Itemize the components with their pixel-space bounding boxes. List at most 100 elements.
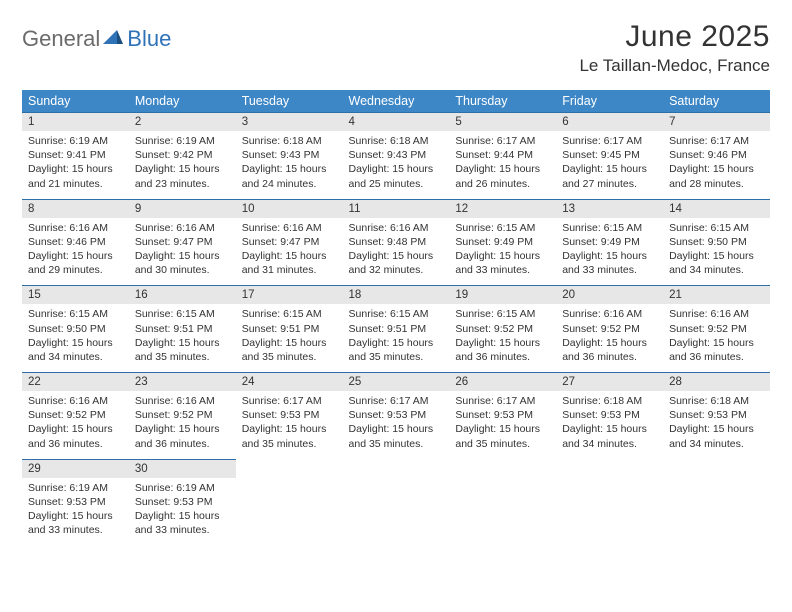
week-row: 22Sunrise: 6:16 AMSunset: 9:52 PMDayligh… [22,372,770,459]
day-number: 13 [556,199,663,218]
day-cell: 27Sunrise: 6:18 AMSunset: 9:53 PMDayligh… [556,372,663,459]
day-cell [449,459,556,546]
logo: General Blue [22,26,171,52]
day-body: Sunrise: 6:16 AMSunset: 9:52 PMDaylight:… [663,304,770,372]
day-number: 9 [129,199,236,218]
day-number: 19 [449,285,556,304]
day-cell: 15Sunrise: 6:15 AMSunset: 9:50 PMDayligh… [22,285,129,372]
logo-text-general: General [22,26,100,52]
day-body: Sunrise: 6:18 AMSunset: 9:43 PMDaylight:… [236,131,343,199]
day-body: Sunrise: 6:19 AMSunset: 9:53 PMDaylight:… [22,478,129,546]
day-body: Sunrise: 6:18 AMSunset: 9:43 PMDaylight:… [343,131,450,199]
day-number: 8 [22,199,129,218]
dow-header: Saturday [663,90,770,112]
day-cell: 18Sunrise: 6:15 AMSunset: 9:51 PMDayligh… [343,285,450,372]
day-body: Sunrise: 6:17 AMSunset: 9:53 PMDaylight:… [449,391,556,459]
day-cell: 26Sunrise: 6:17 AMSunset: 9:53 PMDayligh… [449,372,556,459]
day-number: 2 [129,112,236,131]
day-body: Sunrise: 6:17 AMSunset: 9:46 PMDaylight:… [663,131,770,199]
day-body: Sunrise: 6:19 AMSunset: 9:53 PMDaylight:… [129,478,236,546]
day-number: 12 [449,199,556,218]
month-title: June 2025 [579,20,770,54]
week-row: 1Sunrise: 6:19 AMSunset: 9:41 PMDaylight… [22,112,770,199]
day-number: 28 [663,372,770,391]
day-body: Sunrise: 6:15 AMSunset: 9:52 PMDaylight:… [449,304,556,372]
day-number: 24 [236,372,343,391]
day-cell: 19Sunrise: 6:15 AMSunset: 9:52 PMDayligh… [449,285,556,372]
day-number: 30 [129,459,236,478]
day-body: Sunrise: 6:18 AMSunset: 9:53 PMDaylight:… [556,391,663,459]
day-number: 14 [663,199,770,218]
day-number: 10 [236,199,343,218]
day-number: 22 [22,372,129,391]
day-body: Sunrise: 6:15 AMSunset: 9:49 PMDaylight:… [556,218,663,286]
day-cell: 12Sunrise: 6:15 AMSunset: 9:49 PMDayligh… [449,199,556,286]
day-body: Sunrise: 6:15 AMSunset: 9:50 PMDaylight:… [22,304,129,372]
location: Le Taillan-Medoc, France [579,56,770,76]
day-number: 21 [663,285,770,304]
day-cell: 10Sunrise: 6:16 AMSunset: 9:47 PMDayligh… [236,199,343,286]
header: General Blue June 2025 Le Taillan-Medoc,… [22,20,770,76]
day-body: Sunrise: 6:16 AMSunset: 9:47 PMDaylight:… [236,218,343,286]
day-cell: 2Sunrise: 6:19 AMSunset: 9:42 PMDaylight… [129,112,236,199]
week-row: 8Sunrise: 6:16 AMSunset: 9:46 PMDaylight… [22,199,770,286]
day-number: 16 [129,285,236,304]
day-body: Sunrise: 6:19 AMSunset: 9:42 PMDaylight:… [129,131,236,199]
day-cell: 25Sunrise: 6:17 AMSunset: 9:53 PMDayligh… [343,372,450,459]
day-cell: 28Sunrise: 6:18 AMSunset: 9:53 PMDayligh… [663,372,770,459]
day-body: Sunrise: 6:17 AMSunset: 9:45 PMDaylight:… [556,131,663,199]
logo-triangle-icon [103,28,123,51]
day-body: Sunrise: 6:16 AMSunset: 9:48 PMDaylight:… [343,218,450,286]
day-cell: 6Sunrise: 6:17 AMSunset: 9:45 PMDaylight… [556,112,663,199]
day-cell: 3Sunrise: 6:18 AMSunset: 9:43 PMDaylight… [236,112,343,199]
day-body: Sunrise: 6:19 AMSunset: 9:41 PMDaylight:… [22,131,129,199]
day-number: 3 [236,112,343,131]
day-body: Sunrise: 6:16 AMSunset: 9:46 PMDaylight:… [22,218,129,286]
day-cell: 21Sunrise: 6:16 AMSunset: 9:52 PMDayligh… [663,285,770,372]
day-body: Sunrise: 6:15 AMSunset: 9:51 PMDaylight:… [129,304,236,372]
day-cell [236,459,343,546]
day-body: Sunrise: 6:17 AMSunset: 9:53 PMDaylight:… [236,391,343,459]
day-number: 20 [556,285,663,304]
day-of-week-row: SundayMondayTuesdayWednesdayThursdayFrid… [22,90,770,112]
day-cell: 14Sunrise: 6:15 AMSunset: 9:50 PMDayligh… [663,199,770,286]
dow-header: Thursday [449,90,556,112]
day-cell [343,459,450,546]
day-body: Sunrise: 6:16 AMSunset: 9:52 PMDaylight:… [129,391,236,459]
title-block: June 2025 Le Taillan-Medoc, France [579,20,770,76]
day-body: Sunrise: 6:17 AMSunset: 9:44 PMDaylight:… [449,131,556,199]
day-number: 7 [663,112,770,131]
day-body: Sunrise: 6:16 AMSunset: 9:47 PMDaylight:… [129,218,236,286]
day-body: Sunrise: 6:16 AMSunset: 9:52 PMDaylight:… [556,304,663,372]
week-row: 29Sunrise: 6:19 AMSunset: 9:53 PMDayligh… [22,459,770,546]
day-cell: 22Sunrise: 6:16 AMSunset: 9:52 PMDayligh… [22,372,129,459]
day-body: Sunrise: 6:15 AMSunset: 9:51 PMDaylight:… [236,304,343,372]
dow-header: Sunday [22,90,129,112]
day-cell: 7Sunrise: 6:17 AMSunset: 9:46 PMDaylight… [663,112,770,199]
day-number: 25 [343,372,450,391]
day-body: Sunrise: 6:18 AMSunset: 9:53 PMDaylight:… [663,391,770,459]
day-cell: 8Sunrise: 6:16 AMSunset: 9:46 PMDaylight… [22,199,129,286]
day-body: Sunrise: 6:15 AMSunset: 9:50 PMDaylight:… [663,218,770,286]
day-number: 6 [556,112,663,131]
week-row: 15Sunrise: 6:15 AMSunset: 9:50 PMDayligh… [22,285,770,372]
day-number: 18 [343,285,450,304]
day-number: 5 [449,112,556,131]
calendar-table: SundayMondayTuesdayWednesdayThursdayFrid… [22,90,770,545]
day-body: Sunrise: 6:15 AMSunset: 9:49 PMDaylight:… [449,218,556,286]
dow-header: Monday [129,90,236,112]
day-cell: 1Sunrise: 6:19 AMSunset: 9:41 PMDaylight… [22,112,129,199]
day-cell: 20Sunrise: 6:16 AMSunset: 9:52 PMDayligh… [556,285,663,372]
day-cell: 30Sunrise: 6:19 AMSunset: 9:53 PMDayligh… [129,459,236,546]
day-cell [663,459,770,546]
dow-header: Friday [556,90,663,112]
day-number: 4 [343,112,450,131]
day-cell: 9Sunrise: 6:16 AMSunset: 9:47 PMDaylight… [129,199,236,286]
day-body: Sunrise: 6:16 AMSunset: 9:52 PMDaylight:… [22,391,129,459]
day-cell: 29Sunrise: 6:19 AMSunset: 9:53 PMDayligh… [22,459,129,546]
dow-header: Tuesday [236,90,343,112]
day-body: Sunrise: 6:15 AMSunset: 9:51 PMDaylight:… [343,304,450,372]
day-number: 23 [129,372,236,391]
day-cell: 16Sunrise: 6:15 AMSunset: 9:51 PMDayligh… [129,285,236,372]
day-body: Sunrise: 6:17 AMSunset: 9:53 PMDaylight:… [343,391,450,459]
